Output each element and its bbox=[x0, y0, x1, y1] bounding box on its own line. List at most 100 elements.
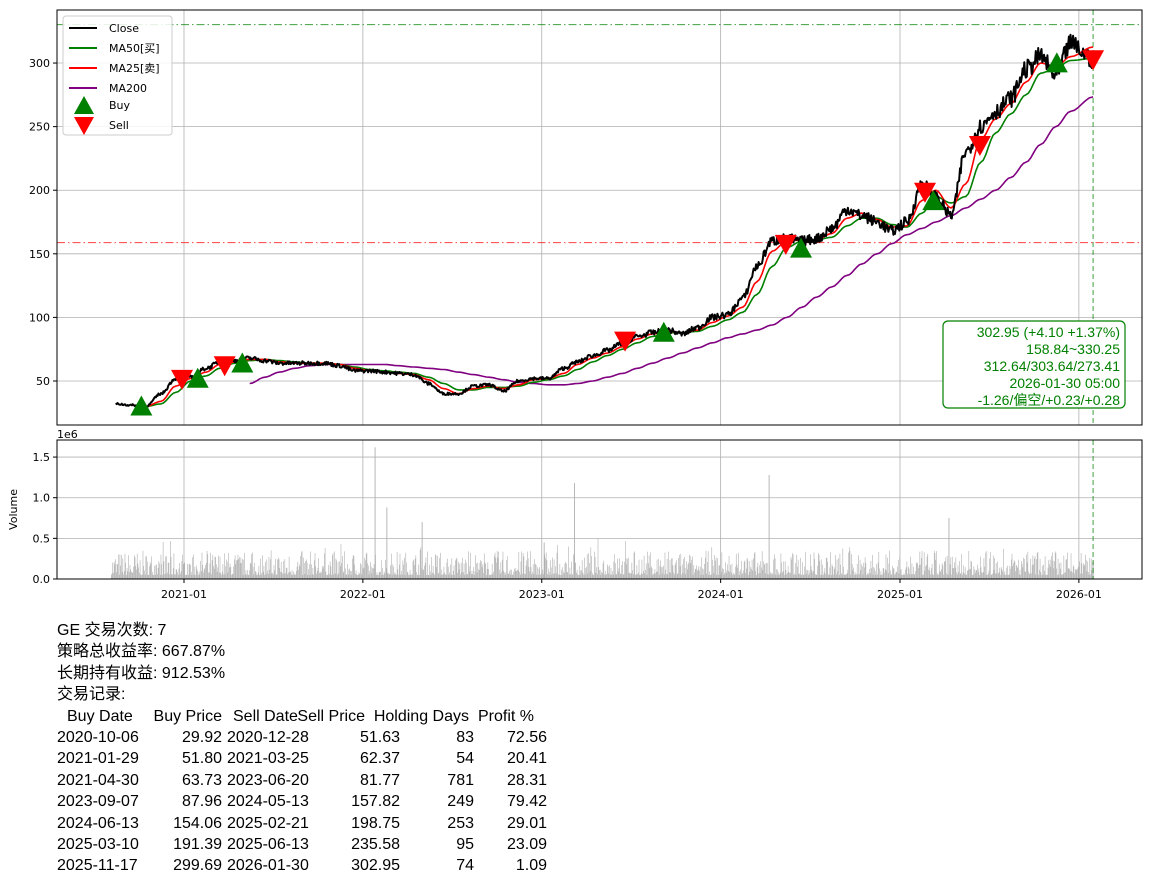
volume-bar bbox=[571, 574, 573, 579]
volume-bar bbox=[965, 574, 967, 579]
volume-bar bbox=[827, 561, 828, 579]
volume-bar bbox=[214, 556, 216, 579]
volume-bar bbox=[677, 573, 679, 579]
volume-bar bbox=[1061, 574, 1062, 579]
volume-bar bbox=[112, 562, 114, 579]
volume-bar bbox=[788, 572, 790, 579]
volume-bar bbox=[572, 573, 574, 579]
volume-bar bbox=[517, 569, 518, 579]
volume-bar bbox=[749, 571, 751, 579]
volume-bar bbox=[386, 507, 388, 579]
volume-bar bbox=[1034, 558, 1035, 579]
volume-bar bbox=[678, 558, 679, 579]
volume-bar bbox=[578, 566, 580, 579]
volume-bar bbox=[270, 550, 272, 579]
volume-bar bbox=[964, 567, 966, 579]
volume-bar bbox=[748, 574, 749, 579]
volume-bar bbox=[488, 568, 489, 579]
volume-bar bbox=[1036, 552, 1038, 579]
volume-bar bbox=[190, 564, 191, 579]
volume-bar bbox=[1042, 574, 1044, 579]
volume-bar bbox=[344, 551, 345, 579]
volume-bar bbox=[963, 565, 965, 579]
volume-bar bbox=[295, 574, 296, 579]
volume-bar bbox=[699, 570, 700, 579]
volume-bar bbox=[137, 563, 139, 579]
volume-bar bbox=[233, 566, 234, 579]
volume-bar bbox=[1005, 567, 1007, 579]
volume-bar bbox=[216, 571, 218, 579]
volume-bar bbox=[412, 561, 414, 579]
holding-days: 83 bbox=[456, 728, 474, 746]
volume-bar bbox=[875, 574, 877, 579]
volume-bar bbox=[956, 574, 958, 579]
volume-bar bbox=[303, 557, 304, 579]
volume-bar bbox=[774, 554, 775, 579]
volume-bar bbox=[986, 551, 988, 579]
volume-bar bbox=[681, 574, 682, 579]
volume-bar bbox=[656, 559, 658, 579]
volume-bar bbox=[684, 556, 685, 579]
volume-bar bbox=[409, 574, 410, 579]
volume-bar bbox=[663, 565, 664, 579]
volume-bar bbox=[347, 563, 348, 579]
volume-bar bbox=[481, 567, 483, 579]
volume-bar bbox=[798, 574, 800, 579]
volume-bar bbox=[159, 563, 160, 579]
volume-bar bbox=[344, 568, 346, 579]
volume-bar bbox=[1031, 565, 1033, 579]
volume-bar bbox=[835, 555, 836, 579]
volume-bar bbox=[612, 571, 613, 579]
volume-bar bbox=[527, 551, 528, 579]
volume-bar bbox=[281, 571, 283, 579]
sell-date: 2021-03-25 bbox=[227, 750, 309, 768]
volume-bar bbox=[955, 557, 957, 579]
volume-bar bbox=[203, 569, 205, 579]
volume-bar bbox=[436, 566, 438, 579]
volume-bar bbox=[332, 555, 333, 579]
buy-date: 2025-11-17 bbox=[57, 857, 138, 875]
volume-bar bbox=[280, 571, 281, 579]
volume-bar bbox=[467, 574, 468, 579]
volume-bar bbox=[786, 574, 787, 579]
volume-bar bbox=[327, 574, 329, 579]
volume-bar bbox=[931, 567, 932, 579]
volume-bar bbox=[545, 552, 547, 579]
volume-bar bbox=[772, 574, 774, 579]
volume-bar bbox=[558, 574, 560, 579]
volume-bar bbox=[298, 564, 300, 579]
volume-bar bbox=[406, 562, 407, 579]
volume-bar bbox=[884, 572, 885, 579]
volume-bar bbox=[1071, 571, 1073, 579]
volume-bar bbox=[490, 574, 492, 579]
volume-bar bbox=[191, 574, 193, 579]
info-line: 2026-01-30 05:00 bbox=[1009, 375, 1120, 391]
volume-bar bbox=[170, 541, 171, 579]
volume-bar bbox=[674, 564, 676, 579]
volume-bar bbox=[135, 565, 137, 579]
volume-bar bbox=[380, 571, 381, 579]
volume-bar bbox=[954, 562, 955, 579]
volume-bar bbox=[635, 574, 637, 579]
volume-bar bbox=[864, 557, 866, 579]
volume-bar bbox=[650, 552, 651, 579]
volume-bar bbox=[154, 574, 156, 579]
volume-bar bbox=[702, 568, 703, 579]
volume-bar bbox=[640, 573, 642, 579]
volume-bar bbox=[924, 570, 926, 579]
volume-bar bbox=[249, 570, 250, 579]
volume-bar bbox=[289, 571, 291, 579]
volume-bar bbox=[342, 556, 343, 579]
volume-bar bbox=[531, 574, 533, 579]
volume-bar bbox=[537, 574, 539, 579]
volume-bar bbox=[1018, 559, 1019, 579]
volume-bar bbox=[1039, 569, 1040, 579]
volume-bar bbox=[1019, 569, 1021, 579]
sell-date: 2024-05-13 bbox=[227, 793, 309, 811]
volume-bar bbox=[669, 560, 671, 579]
volume-bar bbox=[465, 562, 467, 579]
volume-bar bbox=[668, 572, 670, 579]
volume-bar bbox=[946, 555, 948, 579]
volume-bar bbox=[318, 558, 319, 579]
y-tick-label: 0.0 bbox=[33, 573, 51, 586]
